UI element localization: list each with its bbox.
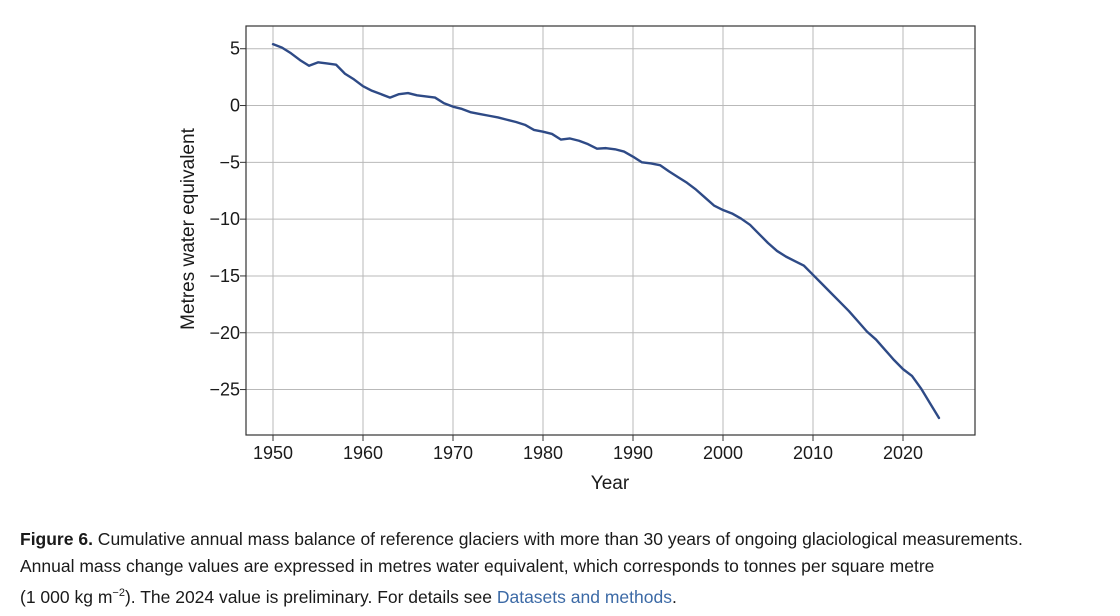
caption-superscript: −2 <box>112 587 125 599</box>
x-tick-label: 2020 <box>883 443 923 463</box>
y-axis-title: Metres water equivalent <box>178 127 199 329</box>
x-tick-label: 1970 <box>433 443 473 463</box>
caption-line-2: Annual mass change values are expressed … <box>20 556 935 576</box>
figure-label: Figure 6. <box>20 529 93 549</box>
figure-caption: Figure 6. Cumulative annual mass balance… <box>20 526 1115 611</box>
y-tick-label: −15 <box>209 266 240 286</box>
plot-frame <box>245 25 976 436</box>
y-tick-label: −5 <box>219 152 240 172</box>
x-tick-label: 1950 <box>253 443 293 463</box>
x-tick-label: 1960 <box>343 443 383 463</box>
y-tick-label: −10 <box>209 209 240 229</box>
data-points <box>273 44 939 418</box>
x-tick-label: 1980 <box>523 443 563 463</box>
axis-ticks: 1950 1960 1970 1980 1990 2000 2010 2020 5 0 −5 −10 −… <box>209 39 923 463</box>
chart: 1950 1960 1970 1980 1990 2000 2010 2020 5 0 −5 −10 −… <box>178 25 976 494</box>
grid-lines <box>246 26 975 435</box>
x-axis-title: Year <box>591 473 630 494</box>
y-tick-label: −20 <box>209 323 240 343</box>
y-tick-label: 5 <box>230 39 240 59</box>
caption-line-3-start: (1 000 kg m <box>20 586 113 607</box>
x-tick-label: 2000 <box>703 443 743 463</box>
caption-line-3-end: . <box>671 586 677 607</box>
y-tick-label: 0 <box>230 96 240 116</box>
mass-balance-line <box>271 42 941 420</box>
datasets-methods-link[interactable]: Datasets and methods <box>496 586 672 607</box>
caption-line-1: Cumulative annual mass balance of refere… <box>92 529 1023 549</box>
y-tick-label: −25 <box>209 380 240 400</box>
x-tick-label: 1990 <box>613 443 653 463</box>
caption-line-3-middle: ). The 2024 value is preliminary. For de… <box>124 586 497 607</box>
x-tick-label: 2010 <box>793 443 833 463</box>
